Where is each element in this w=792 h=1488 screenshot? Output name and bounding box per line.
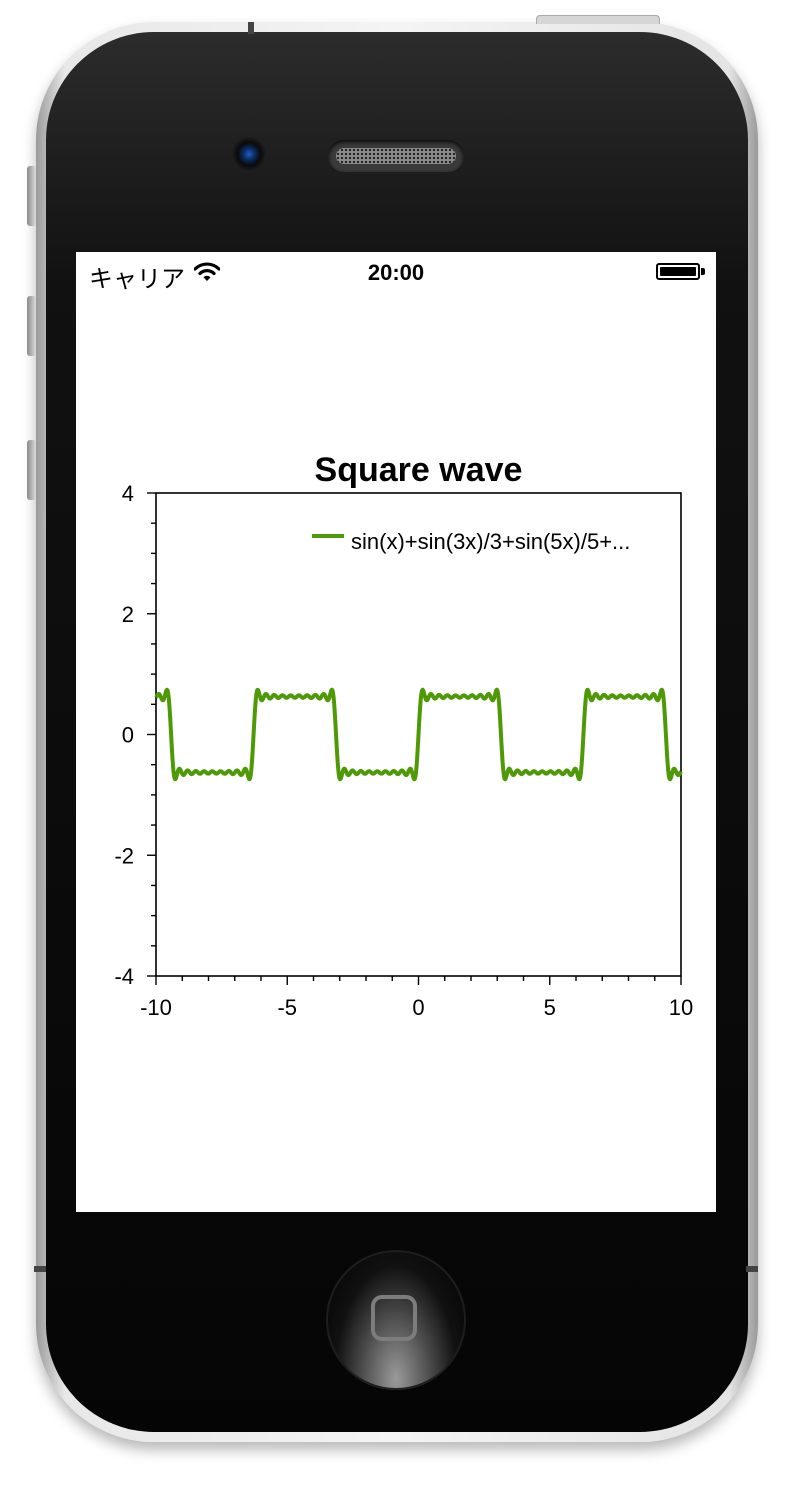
volume-down-button[interactable]	[27, 440, 36, 500]
battery-tip	[701, 268, 705, 275]
carrier-name: キャリア	[89, 265, 185, 293]
square-wave-chart: Square wave -4 -2 0 2 4 -10 -5 0 5 10 sin(x)+sin(3x…	[114, 451, 693, 1020]
sleep-wake-button[interactable]	[536, 15, 660, 24]
phone-screen: キャリア 20:00 Square wave -4 -2 0 2 4 -10 -5 0 5 10 si…	[76, 252, 716, 1212]
x-tick-label: -10	[140, 995, 172, 1020]
wifi-icon	[193, 262, 221, 287]
y-tick-label: -4	[114, 964, 134, 989]
volume-up-button[interactable]	[27, 296, 36, 356]
speaker-grill	[336, 148, 456, 164]
x-tick-label: 0	[412, 995, 424, 1020]
y-tick-label: 4	[122, 481, 134, 506]
mute-switch[interactable]	[27, 166, 36, 226]
legend-label: sin(x)+sin(3x)/3+sin(5x)/5+...	[351, 529, 630, 554]
y-tick-label: -2	[114, 843, 134, 868]
chart-title: Square wave	[315, 451, 523, 489]
y-tick-label: 0	[122, 723, 134, 748]
x-tick-label: 10	[669, 995, 693, 1020]
series-line	[154, 687, 683, 782]
status-bar: キャリア 20:00	[76, 252, 716, 293]
x-tick-label: 5	[544, 995, 556, 1020]
antenna-band	[746, 1266, 758, 1272]
battery-icon	[656, 263, 700, 280]
home-button[interactable]	[326, 1250, 466, 1390]
y-tick-label: 2	[122, 602, 134, 627]
status-clock: 20:00	[367, 260, 425, 285]
earpiece-speaker	[328, 140, 464, 172]
front-camera	[231, 136, 267, 172]
x-tick-label: -5	[277, 995, 297, 1020]
home-button-icon	[371, 1295, 417, 1341]
antenna-band	[248, 22, 254, 34]
antenna-band	[34, 1266, 46, 1272]
